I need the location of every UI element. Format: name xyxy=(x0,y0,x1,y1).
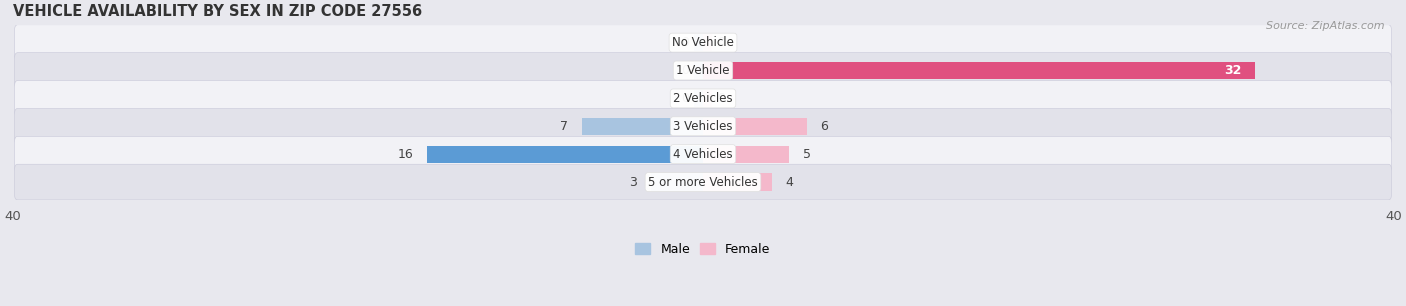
Bar xyxy=(703,62,1256,79)
Bar xyxy=(651,174,703,191)
Text: 0: 0 xyxy=(681,36,689,49)
Text: VEHICLE AVAILABILITY BY SEX IN ZIP CODE 27556: VEHICLE AVAILABILITY BY SEX IN ZIP CODE … xyxy=(13,4,422,19)
Legend: Male, Female: Male, Female xyxy=(630,238,776,261)
Text: 5 or more Vehicles: 5 or more Vehicles xyxy=(648,176,758,188)
Text: 5: 5 xyxy=(803,148,811,161)
Bar xyxy=(427,146,703,163)
Text: 3: 3 xyxy=(630,176,637,188)
Text: 4 Vehicles: 4 Vehicles xyxy=(673,148,733,161)
Bar xyxy=(582,118,703,135)
Text: 6: 6 xyxy=(820,120,828,133)
FancyBboxPatch shape xyxy=(14,25,1392,61)
Text: 32: 32 xyxy=(1225,64,1241,77)
Text: 0: 0 xyxy=(681,64,689,77)
Bar xyxy=(695,90,703,107)
Text: 2 Vehicles: 2 Vehicles xyxy=(673,92,733,105)
FancyBboxPatch shape xyxy=(14,164,1392,200)
FancyBboxPatch shape xyxy=(14,108,1392,144)
Bar xyxy=(695,62,703,79)
Bar xyxy=(703,146,789,163)
Bar xyxy=(703,118,807,135)
FancyBboxPatch shape xyxy=(14,53,1392,88)
Text: Source: ZipAtlas.com: Source: ZipAtlas.com xyxy=(1267,21,1385,32)
Text: 0: 0 xyxy=(681,92,689,105)
Bar xyxy=(695,34,703,51)
FancyBboxPatch shape xyxy=(14,80,1392,116)
Text: 1 Vehicle: 1 Vehicle xyxy=(676,64,730,77)
Text: 16: 16 xyxy=(398,148,413,161)
Text: 4: 4 xyxy=(786,176,794,188)
Bar xyxy=(703,34,711,51)
Text: 0: 0 xyxy=(717,36,725,49)
Text: 7: 7 xyxy=(561,120,568,133)
FancyBboxPatch shape xyxy=(14,136,1392,172)
Bar xyxy=(703,90,711,107)
Text: 0: 0 xyxy=(717,92,725,105)
Bar xyxy=(703,174,772,191)
Text: 3 Vehicles: 3 Vehicles xyxy=(673,120,733,133)
Text: No Vehicle: No Vehicle xyxy=(672,36,734,49)
